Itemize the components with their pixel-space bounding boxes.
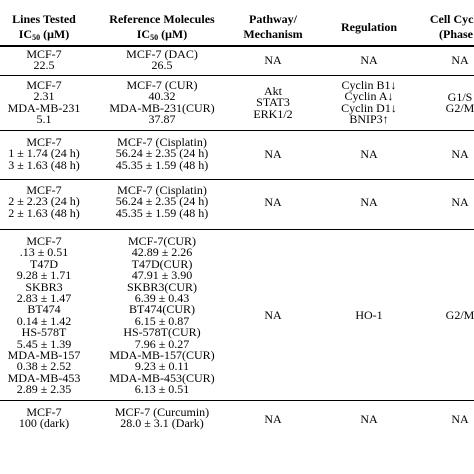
- row-rule: [0, 130, 474, 131]
- row-5-lines: MCF-7 100 (dark): [18, 405, 70, 431]
- row-1-regulation: Cyclin B1↓ Cyclin A↓ Cyclin D1↓ BNIP3↑: [341, 78, 397, 127]
- row-4-lines: MCF-7 .13 ± 0.51 T47D 9.28 ± 1.71 SKBR3 …: [7, 234, 81, 397]
- row-1-cell-cycle: G1/S G2/M: [445, 90, 474, 116]
- row-3-lines: MCF-7 2 ± 2.23 (24 h) 2 ± 1.63 (48 h): [8, 183, 80, 220]
- header-cell-cycle: Cell Cycle (Phase: [429, 12, 474, 41]
- row-3-reference: MCF-7 (Cisplatin) 56.24 ± 2.35 (24 h) 45…: [115, 183, 209, 220]
- row-4-cell-cycle: G2/M: [445, 308, 474, 322]
- row-5-pathway: NA: [264, 412, 282, 426]
- row-0-cell-cycle: NA: [451, 53, 469, 67]
- row-5-regulation: NA: [360, 412, 378, 426]
- header-regulation: Regulation: [340, 20, 398, 34]
- row-2-lines: MCF-7 1 ± 1.74 (24 h) 3 ± 1.63 (48 h): [8, 135, 80, 172]
- row-1-reference: MCF-7 (CUR) 40.32 MDA-MB-231(CUR) 37.87: [109, 78, 215, 127]
- row-3-cell-cycle: NA: [451, 195, 469, 209]
- row-4-pathway: NA: [264, 308, 282, 322]
- row-0-reference: MCF-7 (DAC) 26.5: [126, 47, 198, 73]
- row-5-reference: MCF-7 (Curcumin) 28.0 ± 3.1 (Dark): [114, 405, 210, 431]
- row-2-pathway: NA: [264, 147, 282, 161]
- row-2-reference: MCF-7 (Cisplatin) 56.24 ± 2.35 (24 h) 45…: [115, 135, 209, 172]
- header-lines-tested: Lines Tested IC50 (μM): [12, 12, 76, 42]
- row-rule: [0, 229, 474, 230]
- row-4-reference: MCF-7(CUR) 42.89 ± 2.26 T47D(CUR) 47.91 …: [109, 234, 215, 397]
- header-reference-molecules: Reference Molecules IC50 (μM): [109, 12, 215, 42]
- row-1-pathway: Akt STAT3 ERK1/2: [253, 84, 293, 121]
- row-0-pathway: NA: [264, 53, 282, 67]
- row-2-cell-cycle: NA: [451, 147, 469, 161]
- row-2-regulation: NA: [360, 147, 378, 161]
- header-reference-ic50: IC50 (μM): [136, 27, 188, 42]
- header-rule: [0, 45, 474, 47]
- row-1-lines: MCF-7 2.31 MDA-MB-231 5.1: [7, 78, 81, 127]
- header-pathway: Pathway/ Mechanism: [243, 12, 303, 41]
- row-0-regulation: NA: [360, 53, 378, 67]
- header-lines-tested-ic50: IC50 (μM): [18, 27, 70, 42]
- row-3-pathway: NA: [264, 195, 282, 209]
- row-0-lines: MCF-7 22.5: [26, 47, 62, 73]
- row-4-regulation: HO-1: [355, 308, 383, 322]
- row-rule: [0, 75, 474, 76]
- row-5-cell-cycle: NA: [451, 412, 469, 426]
- row-3-regulation: NA: [360, 195, 378, 209]
- row-rule: [0, 400, 474, 401]
- row-rule: [0, 179, 474, 180]
